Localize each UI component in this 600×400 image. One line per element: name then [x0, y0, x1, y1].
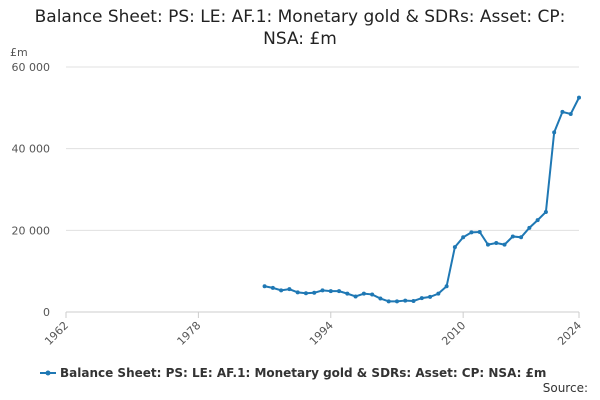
point	[394, 299, 399, 304]
point	[552, 130, 557, 135]
point	[452, 245, 457, 250]
point	[502, 242, 507, 247]
point	[428, 294, 433, 299]
point	[386, 299, 391, 304]
point	[328, 289, 333, 294]
point	[527, 225, 532, 230]
point	[378, 296, 383, 301]
y-tick-label: 20 000	[12, 224, 51, 237]
x-tick-label: 2024	[555, 319, 584, 348]
point	[436, 291, 441, 296]
point	[568, 111, 573, 116]
point	[543, 209, 548, 214]
x-tick-label: 1962	[42, 319, 71, 348]
point	[461, 235, 466, 240]
point	[494, 240, 499, 245]
point	[469, 230, 474, 235]
point	[312, 290, 317, 295]
point	[279, 288, 284, 293]
point	[337, 289, 342, 294]
x-tick-label: 1978	[175, 319, 204, 348]
point	[370, 292, 375, 297]
point	[303, 291, 308, 296]
point	[345, 291, 350, 296]
point	[411, 298, 416, 303]
point	[403, 298, 408, 303]
point	[419, 296, 424, 301]
point	[510, 234, 515, 239]
point	[361, 291, 366, 296]
y-tick-label: 60 000	[12, 61, 51, 74]
y-tick-label: 40 000	[12, 143, 51, 156]
point	[535, 218, 540, 223]
y-axis-label: £m	[10, 46, 28, 59]
x-tick-label: 1994	[307, 319, 336, 348]
point	[320, 288, 325, 293]
point	[262, 284, 267, 289]
legend-label: Balance Sheet: PS: LE: AF.1: Monetary go…	[60, 366, 546, 380]
chart-title: Balance Sheet: PS: LE: AF.1: Monetary go…	[34, 7, 566, 49]
point	[477, 229, 482, 234]
source: Source:	[543, 381, 588, 395]
series-line	[264, 97, 580, 303]
point	[353, 294, 358, 299]
point	[577, 95, 581, 100]
point	[444, 284, 449, 289]
point	[287, 287, 292, 292]
point	[295, 290, 300, 295]
point	[519, 235, 524, 240]
point	[485, 242, 490, 247]
point	[270, 285, 275, 290]
y-tick-label: 0	[43, 306, 50, 319]
x-tick-label: 2010	[439, 319, 468, 348]
point	[560, 109, 565, 114]
legend-marker	[45, 370, 51, 376]
